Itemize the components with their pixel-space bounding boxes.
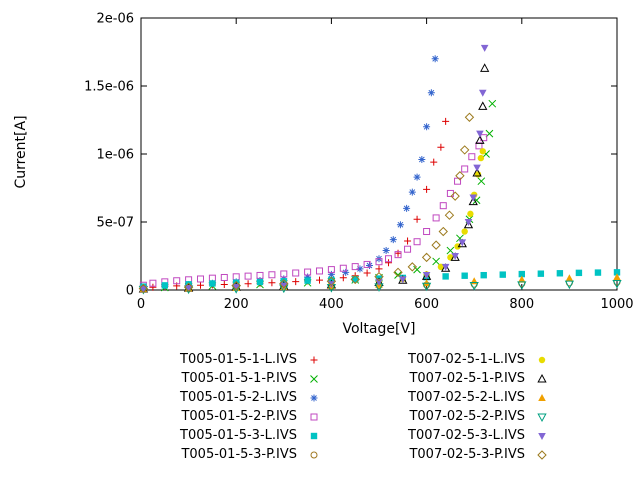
series-T005-01-5-1-P.IVS bbox=[139, 99, 497, 293]
legend-marker-plus bbox=[310, 356, 318, 363]
legend-label: T005-01-5-1-P.IVS bbox=[181, 371, 297, 386]
series-T005-01-5-2-P.IVS bbox=[139, 134, 488, 289]
legend-item: T005-01-5-3-P.IVS bbox=[139, 445, 323, 464]
x-tick-label: 400 bbox=[319, 297, 344, 312]
legend-marker-cross bbox=[310, 374, 318, 383]
legend-label: T007-02-5-2-P.IVS bbox=[409, 409, 525, 424]
legend-marker-circle-open bbox=[310, 451, 318, 458]
legend-item: T007-02-5-1-P.IVS bbox=[367, 369, 551, 388]
legend-label: T007-02-5-3-P.IVS bbox=[409, 447, 525, 462]
legend-label: T005-01-5-3-P.IVS bbox=[181, 447, 297, 462]
legend-marker-triangle-down-filled bbox=[538, 432, 546, 440]
legend-label: T005-01-5-2-L.IVS bbox=[180, 390, 297, 405]
series-T007-02-5-1-L.IVS bbox=[140, 148, 486, 292]
legend-label: T007-02-5-1-P.IVS bbox=[409, 371, 525, 386]
legend-marker-triangle-down-open bbox=[537, 413, 547, 422]
x-tick-label: 1000 bbox=[600, 297, 633, 312]
iv-plot-area: 0 200 400 600 800 1000 0 5e-07 1e-06 1.5e-06 2e-06… bbox=[13, 12, 634, 338]
legend-item: T005-01-5-1-L.IVS bbox=[139, 350, 323, 369]
x-tick-label: 200 bbox=[224, 297, 249, 312]
legend-label: T007-02-5-1-L.IVS bbox=[408, 352, 525, 367]
legend-item: T005-01-5-2-L.IVS bbox=[139, 388, 323, 407]
y-tick-label: 1.5e-06 bbox=[84, 80, 134, 95]
legend: T005-01-5-1-L.IVS T005-01-5-1-P.IVS T005-0… bbox=[0, 350, 640, 464]
y-tick-label: 5e-07 bbox=[96, 216, 134, 231]
x-tick-label: 800 bbox=[509, 297, 534, 312]
legend-item: T007-02-5-2-P.IVS bbox=[367, 407, 551, 426]
series-T007-02-5-1-P.IVS bbox=[138, 63, 490, 293]
legend-item: T007-02-5-3-P.IVS bbox=[367, 445, 551, 464]
legend-label: T007-02-5-2-L.IVS bbox=[408, 390, 525, 405]
series-T005-01-5-1-L.IVS bbox=[139, 117, 450, 292]
legend-label: T007-02-5-3-L.IVS bbox=[408, 428, 525, 443]
legend-item: T005-01-5-2-P.IVS bbox=[139, 407, 323, 426]
legend-marker-diamond-open bbox=[537, 449, 547, 460]
y-tick-label: 2e-06 bbox=[96, 12, 134, 27]
plot-points bbox=[138, 44, 622, 295]
legend-item: T007-02-5-3-L.IVS bbox=[367, 426, 551, 445]
legend-marker-square-filled bbox=[310, 432, 318, 439]
legend-marker-circle-filled bbox=[538, 356, 546, 363]
plot-border bbox=[140, 17, 618, 291]
y-tick-label: 0 bbox=[126, 284, 134, 299]
series-T007-02-5-3-P.IVS bbox=[138, 112, 475, 294]
x-tick-label: 600 bbox=[414, 297, 439, 312]
legend-item: T005-01-5-3-L.IVS bbox=[139, 426, 323, 445]
y-axis-label: Current[A] bbox=[13, 115, 29, 188]
legend-marker-asterisk bbox=[310, 394, 318, 401]
legend-label: T005-01-5-2-P.IVS bbox=[181, 409, 297, 424]
legend-label: T005-01-5-3-L.IVS bbox=[180, 428, 297, 443]
legend-item: T005-01-5-1-P.IVS bbox=[139, 369, 323, 388]
legend-marker-square-open bbox=[310, 413, 318, 420]
series-T005-01-5-2-L.IVS bbox=[139, 55, 439, 291]
legend-marker-triangle-up-open bbox=[537, 373, 547, 382]
legend-marker-triangle-up-filled bbox=[538, 393, 546, 401]
legend-item: T007-02-5-1-L.IVS bbox=[367, 350, 551, 369]
legend-column: T007-02-5-1-L.IVS T007-02-5-1-P.IVS T007-0… bbox=[367, 350, 551, 464]
legend-column: T005-01-5-1-L.IVS T005-01-5-1-P.IVS T005-0… bbox=[139, 350, 323, 464]
series-T007-02-5-3-L.IVS bbox=[139, 44, 489, 293]
y-tick-label: 1e-06 bbox=[96, 148, 134, 163]
x-tick-label: 0 bbox=[137, 297, 145, 312]
legend-item: T007-02-5-2-L.IVS bbox=[367, 388, 551, 407]
plot-frame: 0 200 400 600 800 1000 0 5e-07 1e-06 1.5e-06 2e-06 bbox=[84, 12, 633, 313]
x-axis-label: Voltage[V] bbox=[342, 321, 415, 337]
legend-label: T005-01-5-1-L.IVS bbox=[180, 352, 297, 367]
